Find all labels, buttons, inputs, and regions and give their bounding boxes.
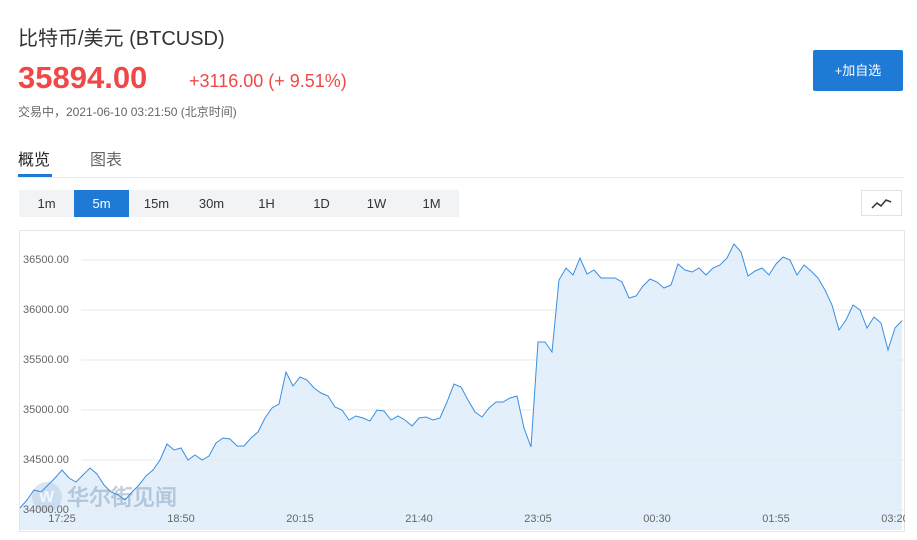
y-tick-label: 34500.00 xyxy=(23,454,69,466)
interval-button[interactable]: 1D xyxy=(313,196,330,211)
interval-button[interactable]: 1W xyxy=(366,196,387,211)
interval-button[interactable]: 1m xyxy=(37,196,56,211)
x-tick-label: 21:40 xyxy=(405,513,433,525)
tab-indicator xyxy=(18,174,52,177)
x-tick-label: 00:30 xyxy=(643,513,671,525)
watermark-logo-letter: W xyxy=(39,489,55,506)
y-tick-label: 35500.00 xyxy=(23,354,69,366)
price: 35894.00 xyxy=(18,60,148,95)
tab[interactable]: 图表 xyxy=(90,152,123,169)
y-tick-label: 35000.00 xyxy=(23,404,69,416)
watermark: W 华尔街见闻 xyxy=(32,482,177,512)
watermark-logo xyxy=(32,482,62,512)
tab[interactable]: 概览 xyxy=(18,152,51,169)
x-tick-label: 03:20 xyxy=(881,513,905,525)
x-tick-label: 23:05 xyxy=(524,513,552,525)
interval-bar: 1m 5m 15m 30m 1H 1D 1W 1M xyxy=(19,190,459,217)
x-tick-label: 17:25 xyxy=(48,513,76,525)
chart-type-icon xyxy=(871,199,892,209)
chart-type-button[interactable] xyxy=(861,190,902,216)
price-change: +3116.00 (+ 9.51%) xyxy=(189,71,347,91)
status: 交易中，2021-06-10 03:21:50 (北京时间) xyxy=(18,105,237,119)
title: 比特币/美元 (BTCUSD) xyxy=(18,28,225,50)
y-tick-label: 34000.00 xyxy=(23,504,69,516)
y-tick-label: 36000.00 xyxy=(23,304,69,316)
add-watchlist-button[interactable]: +加自选 xyxy=(813,50,903,91)
divider xyxy=(18,177,904,178)
y-tick-label: 36500.00 xyxy=(23,254,69,266)
interval-button[interactable]: 5m xyxy=(74,190,129,217)
interval-button[interactable]: 1M xyxy=(422,196,441,211)
chart: W 华尔街见闻 34000.00 34500.00 35000.00 35500.00… xyxy=(19,230,905,532)
x-tick-label: 01:55 xyxy=(762,513,790,525)
interval-button[interactable]: 30m xyxy=(198,196,225,211)
line xyxy=(19,243,903,509)
x-tick-label: 18:50 xyxy=(167,513,195,525)
interval-button[interactable]: 1H xyxy=(258,196,275,211)
interval-button[interactable]: 15m xyxy=(143,196,170,211)
x-tick-label: 20:15 xyxy=(286,513,314,525)
